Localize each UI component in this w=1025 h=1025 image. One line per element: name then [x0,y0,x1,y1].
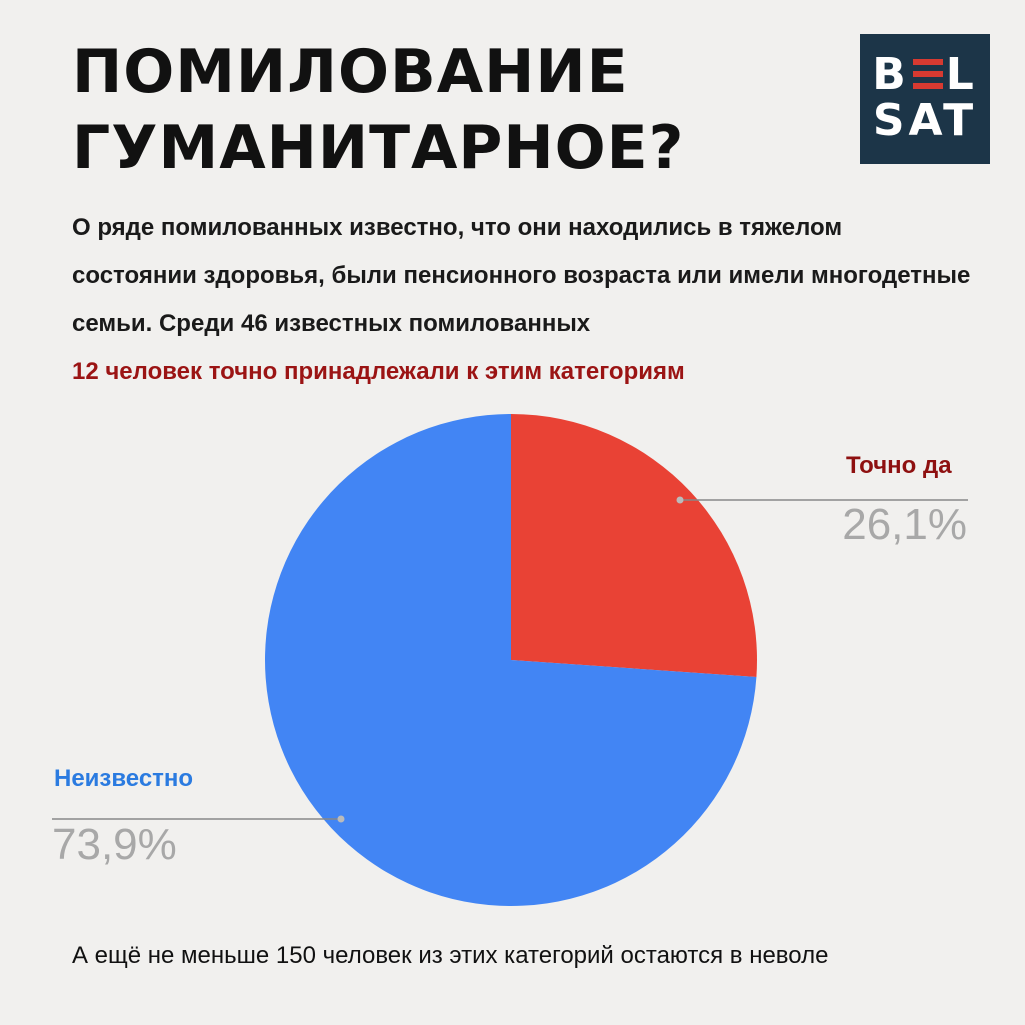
logo-bottom-line: SAT [872,95,978,146]
leader-dot-tochno-da [676,496,684,504]
title-line-1: ПОМИЛОВАНИЕ [72,37,629,107]
intro-highlight: 12 человек точно принадлежали к этим кат… [72,358,685,385]
intro-text: О ряде помилованных известно, что они на… [72,204,972,396]
pie-slice-tochno-da [511,414,757,677]
slice-value-tochno-da: 26,1% [842,500,967,549]
slice-label-neizvestno: Неизвестно [54,765,194,792]
pie-slice-neizvestno [264,414,757,906]
slice-value-neizvestno: 73,9% [52,820,177,869]
slice-label-tochno-da: Точно да [846,452,952,479]
footnote: А ещё не меньше 150 человек из этих кате… [72,942,829,969]
page-title: ПОМИЛОВАНИЕ ГУМАНИТАРНОЕ? [72,34,772,186]
intro-body: О ряде помилованных известно, что они на… [72,214,971,337]
title-line-2: ГУМАНИТАРНОЕ? [72,113,685,183]
leader-dot-neizvestno [337,815,345,823]
logo-e-bars [912,57,943,91]
